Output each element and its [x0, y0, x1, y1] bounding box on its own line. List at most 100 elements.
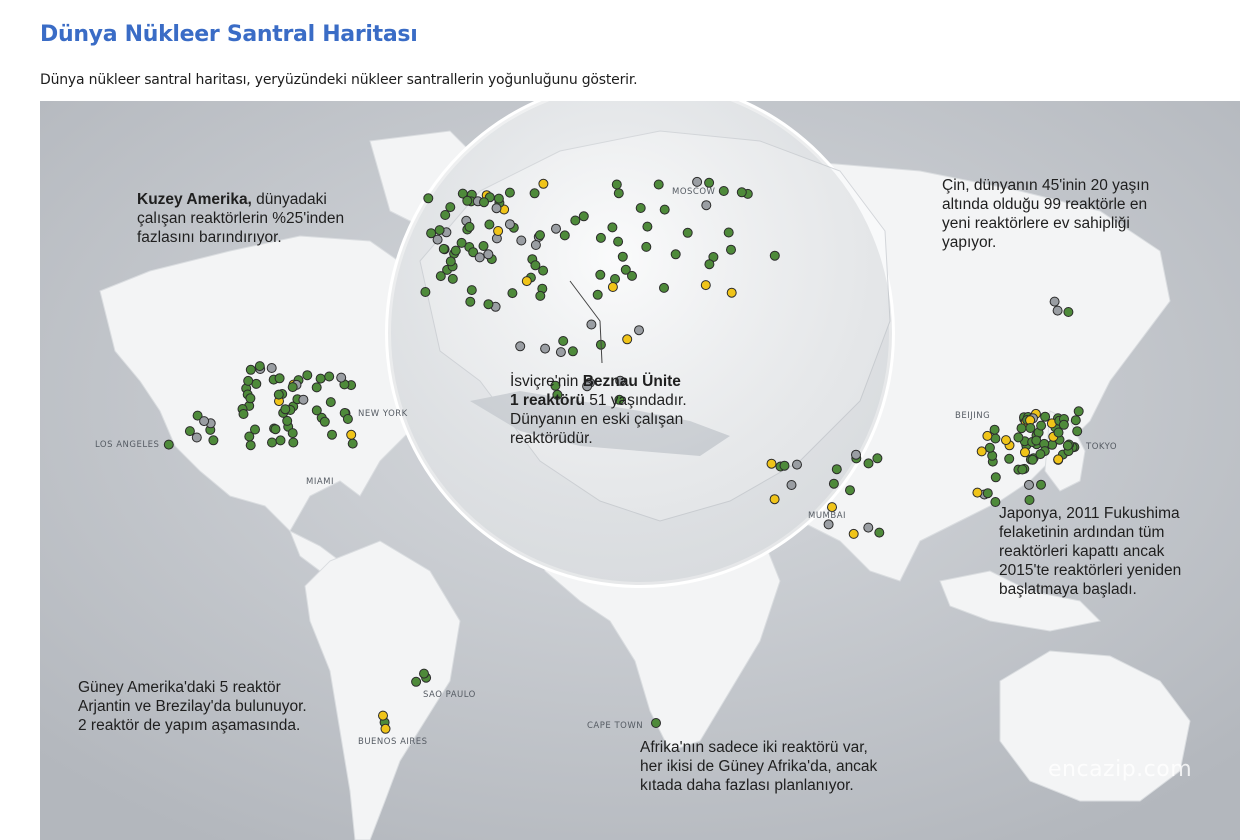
reactor-marker	[1049, 296, 1060, 307]
reactor-marker	[653, 179, 664, 190]
reactor-marker	[445, 256, 456, 267]
note-south-america: Güney Amerika'daki 5 reaktör Arjantin ve…	[78, 678, 307, 735]
reactor-marker	[319, 416, 330, 427]
note-switzerland-text-1: 51 yaşındadır.	[584, 392, 687, 409]
note-china-line-4: yapıyor.	[942, 234, 997, 251]
reactor-marker	[243, 375, 254, 386]
reactor-marker	[558, 336, 569, 346]
reactor-marker	[1052, 305, 1063, 316]
reactor-marker	[701, 200, 712, 211]
reactor-marker	[1004, 453, 1015, 464]
beznau-pointer-line	[569, 280, 603, 364]
reactor-marker	[1025, 423, 1036, 433]
reactor-marker	[484, 219, 495, 230]
reactor-marker	[1062, 440, 1073, 451]
reactor-marker	[327, 429, 337, 440]
reactor-marker	[445, 202, 456, 213]
reactor-marker	[989, 424, 1000, 435]
reactor-marker	[615, 375, 626, 386]
reactor-marker	[298, 394, 309, 405]
reactor-marker	[726, 244, 736, 255]
reactor-marker	[634, 325, 644, 336]
reactor-marker	[347, 438, 358, 449]
note-north-america: Kuzey Amerika, dünyadaki çalışan reaktör…	[137, 190, 344, 247]
note-north-america-bold: Kuzey Amerika,	[137, 191, 252, 208]
reactor-marker	[769, 250, 780, 261]
reactor-marker	[704, 259, 715, 270]
reactor-marker	[245, 393, 256, 404]
reactor-marker	[504, 219, 515, 230]
reactor-marker	[551, 223, 561, 234]
reactor-marker	[245, 440, 256, 451]
reactor-marker	[1001, 435, 1011, 446]
reactor-marker	[1040, 411, 1051, 422]
reactor-marker	[273, 389, 284, 400]
reactor-marker	[244, 431, 255, 442]
note-africa: Afrika'nın sadece iki reaktörü var, her …	[640, 738, 877, 795]
note-south-america-line-3: 2 reaktör de yapım aşamasında.	[78, 717, 301, 734]
note-switzerland-text-2: Dünyanın en eski çalışan	[510, 411, 684, 428]
reactor-marker	[163, 439, 174, 450]
note-switzerland-bold-1: Beznau Ünite	[582, 373, 681, 390]
page-description: Dünya nükleer santral haritası, yeryüzün…	[40, 72, 638, 88]
reactor-marker	[982, 488, 993, 499]
reactor-marker	[432, 234, 443, 245]
note-north-america-text-3: fazlasını barındırıyor.	[137, 229, 282, 246]
reactor-marker	[786, 480, 797, 490]
reactor-marker	[611, 179, 622, 190]
reactor-marker	[670, 249, 681, 260]
reactor-marker	[726, 287, 737, 298]
reactor-marker	[595, 232, 606, 243]
world-nuclear-map: MOSCOW NEW YORK LOS ANGELES MIAMI BEIJIN…	[40, 101, 1240, 840]
city-label-beijing: BEIJING	[955, 411, 991, 421]
note-china-line-2: altında olduğu 99 reaktörle en	[942, 196, 1148, 213]
reactor-marker	[827, 502, 837, 513]
reactor-marker	[538, 265, 549, 276]
reactor-marker	[192, 410, 203, 421]
reactor-marker	[990, 497, 1001, 507]
reactor-marker	[474, 252, 485, 263]
reactor-marker	[426, 228, 437, 239]
note-africa-line-1: Afrika'nın sadece iki reaktörü var,	[640, 739, 868, 756]
city-label-moscow: MOSCOW	[672, 187, 716, 197]
reactor-marker	[420, 287, 431, 297]
note-china-line-3: yeni reaktörlere ev sahipliği	[942, 215, 1130, 232]
se-asia-islands	[939, 570, 1102, 632]
note-switzerland: İsviçre'nin Beznau Ünite 1 reaktörü 51 y…	[510, 372, 687, 448]
note-south-america-line-2: Arjantin ve Brezilay'da bulunuyor.	[78, 698, 307, 715]
note-south-america-line-1: Güney Amerika'daki 5 reaktör	[78, 679, 281, 696]
note-china: Çin, dünyanın 45'inin 20 yaşın altında o…	[942, 176, 1149, 252]
reactor-marker	[191, 432, 202, 443]
reactor-marker	[659, 204, 670, 215]
reactor-marker	[529, 188, 540, 199]
reactor-marker	[302, 370, 313, 381]
reactor-marker	[874, 527, 885, 538]
reactor-marker	[199, 416, 210, 427]
reactor-marker	[766, 458, 777, 469]
reactor-marker	[515, 341, 526, 352]
reactor-marker	[1035, 449, 1046, 460]
reactor-marker	[434, 225, 445, 236]
reactor-marker	[1036, 420, 1047, 431]
reactor-marker	[287, 428, 298, 439]
watermark-logo: encazip.com	[1048, 757, 1193, 782]
reactor-marker	[507, 288, 518, 299]
reactor-marker	[468, 247, 479, 258]
note-north-america-text-1: dünyadaki	[251, 191, 327, 208]
reactor-marker	[465, 296, 476, 307]
reactor-marker	[280, 404, 291, 415]
reactor-marker	[990, 472, 1001, 483]
reactor-marker	[324, 371, 335, 382]
map-graphic	[40, 101, 1240, 840]
reactor-marker	[516, 235, 527, 246]
note-japan-line-5: başlatmaya başladı.	[999, 581, 1137, 598]
reactor-marker	[700, 280, 711, 291]
reactor-markers	[163, 176, 1084, 734]
reactor-marker	[982, 430, 993, 441]
reactor-marker	[659, 282, 669, 293]
reactor-marker	[346, 429, 357, 440]
reactor-marker	[567, 346, 578, 357]
reactor-marker	[555, 347, 566, 358]
reactor-marker	[287, 382, 298, 393]
reactor-marker	[378, 710, 388, 721]
